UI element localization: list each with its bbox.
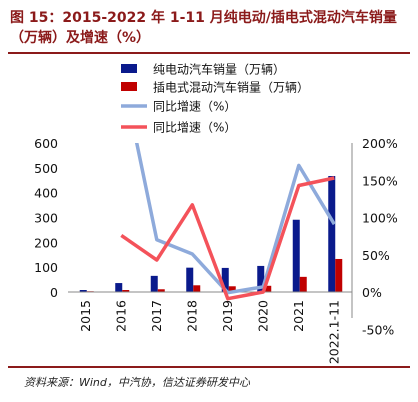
category-label-2020: 2020 [255, 300, 270, 332]
legend-label: 同比增速（%） [153, 100, 236, 114]
bar-bev-2016 [115, 283, 123, 292]
bar-bev-2017 [150, 275, 158, 292]
right-axis-tick-label: 50% [362, 248, 390, 263]
bar-bev-2015 [79, 290, 87, 292]
bar-bev-2020 [257, 265, 265, 292]
category-label-2018: 2018 [184, 300, 199, 332]
bar-phev-2019 [228, 286, 236, 292]
right-axis-tick-label: 100% [362, 211, 398, 226]
bar-phev-2020 [264, 285, 272, 292]
source-note: 资料来源：Wind，中汽协，信达证券研发中心 [24, 376, 250, 389]
bar-phev-2018 [193, 285, 201, 292]
category-label-2019: 2019 [220, 300, 235, 332]
bar-phev-2021 [299, 276, 307, 292]
left-axis-tick-label: 200 [34, 235, 58, 250]
left-axis-tick-label: 300 [34, 211, 58, 226]
legend-label: 同比增速（%） [153, 121, 236, 135]
bar-bev-2022.1-11 [328, 176, 336, 292]
bar-bev-2019 [221, 267, 229, 292]
figure-title-line2: （万辆）及增速（%） [10, 30, 151, 46]
legend-label: 插电式混动汽车销量（万辆） [153, 80, 309, 95]
left-axis-tick-label: 0 [50, 285, 58, 300]
left-axis-tick-label: 600 [34, 136, 58, 151]
bar-phev-2022.1-11 [335, 258, 343, 292]
right-axis-tick-label: 200% [362, 136, 398, 151]
legend-swatch-phev [121, 82, 137, 91]
left-axis-tick-label: 500 [34, 161, 58, 176]
source-rule [8, 366, 410, 368]
right-axis-tick-label: 0% [362, 285, 382, 300]
category-label-2016: 2016 [113, 300, 128, 332]
category-label-2022.1-11: 2022.1-11 [326, 300, 341, 364]
growth-line-phev [120, 176, 335, 301]
bar-phev-2017 [157, 289, 165, 292]
figure-title: 图 15：2015-2022 年 1-11 月纯电动/插电式混动汽车销量 （万辆… [10, 8, 410, 48]
bar-bev-2021 [292, 219, 300, 292]
category-label-2015: 2015 [78, 300, 93, 332]
bar-phev-2016 [122, 290, 130, 292]
category-label-2017: 2017 [149, 300, 164, 332]
title-rule [8, 52, 410, 54]
bar-bev-2018 [186, 267, 194, 292]
growth-line-bev [134, 143, 336, 295]
left-axis-tick-label: 100 [34, 260, 58, 275]
right-axis-tick-label: 150% [362, 173, 398, 188]
legend-label: 纯电动汽车销量（万辆） [153, 62, 285, 77]
right-axis-tick-label: -50% [362, 322, 394, 337]
category-label-2021: 2021 [291, 300, 306, 332]
figure-title-line1: 图 15：2015-2022 年 1-11 月纯电动/插电式混动汽车销量 [10, 10, 397, 26]
legend-swatch-bev [121, 64, 137, 73]
left-axis-tick-label: 400 [34, 186, 58, 201]
